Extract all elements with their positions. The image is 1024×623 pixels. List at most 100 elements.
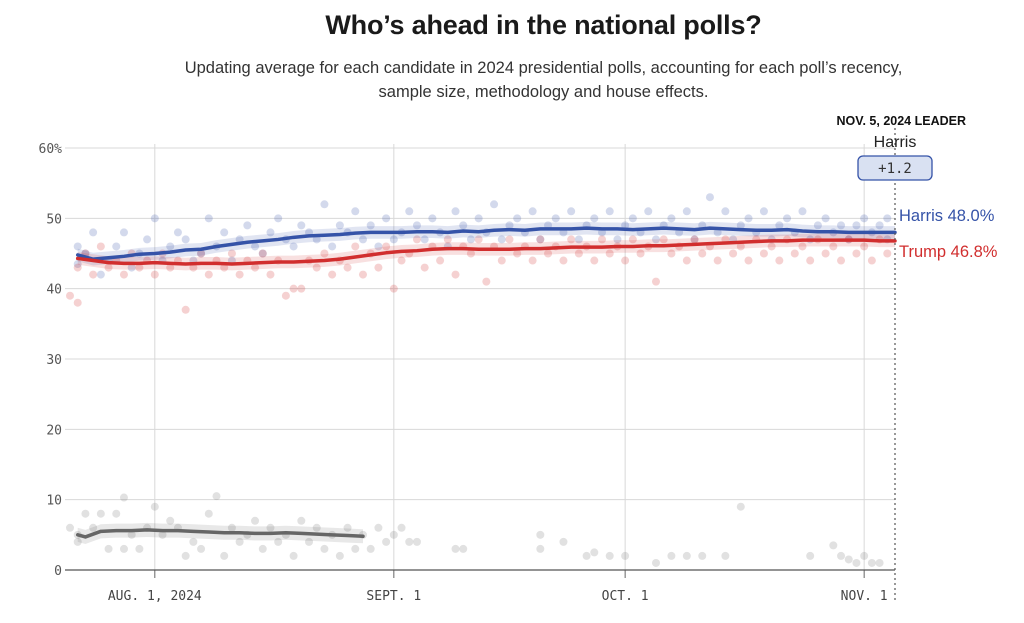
poll-dot xyxy=(883,249,892,258)
poll-dot xyxy=(266,270,275,279)
poll-dot xyxy=(582,551,591,560)
poll-dot xyxy=(806,256,815,265)
poll-dot xyxy=(297,284,306,293)
poll-dot xyxy=(698,249,707,258)
poll-dot xyxy=(274,214,283,223)
poll-dot xyxy=(96,242,105,251)
poll-dot xyxy=(490,200,499,209)
poll-dot xyxy=(883,214,892,223)
leader-box: NOV. 5, 2024 LEADER Harris +1.2 xyxy=(837,114,966,181)
poll-dot xyxy=(358,235,367,244)
poll-dot xyxy=(813,221,822,230)
poll-dot xyxy=(621,256,630,265)
poll-dot xyxy=(135,544,144,553)
poll-dot xyxy=(466,235,475,244)
poll-dot xyxy=(651,558,660,567)
poll-dot xyxy=(605,207,614,216)
poll-dot xyxy=(651,277,660,286)
x-tick-label: OCT. 1 xyxy=(602,589,649,604)
poll-dot xyxy=(204,214,213,223)
poll-dot xyxy=(405,537,414,546)
y-tick-label: 30 xyxy=(46,353,62,368)
poll-dot xyxy=(220,263,229,272)
poll-dot xyxy=(320,200,329,209)
poll-dot xyxy=(667,551,676,560)
poll-dot xyxy=(436,256,445,265)
poll-dot xyxy=(150,502,159,511)
poll-dot xyxy=(798,242,807,251)
poll-dot xyxy=(567,235,576,244)
poll-dot xyxy=(382,537,391,546)
poll-dot xyxy=(335,221,344,230)
poll-dot xyxy=(860,242,869,251)
poll-dot xyxy=(289,551,298,560)
poll-dot xyxy=(621,551,630,560)
poll-dot xyxy=(89,228,98,237)
poll-dot xyxy=(73,537,82,546)
poll-dot xyxy=(220,228,229,237)
poll-dot xyxy=(536,235,545,244)
poll-dot xyxy=(104,544,113,553)
average-line xyxy=(75,226,897,261)
poll-dot xyxy=(112,509,121,518)
poll-dot xyxy=(837,256,846,265)
poll-dot xyxy=(783,214,792,223)
poll-dot xyxy=(628,235,637,244)
poll-dot xyxy=(358,270,367,279)
leader-margin-value: +1.2 xyxy=(878,161,912,177)
poll-dot xyxy=(166,516,175,525)
poll-dot xyxy=(405,207,414,216)
poll-dot xyxy=(590,256,599,265)
poll-dot xyxy=(266,523,275,532)
poll-dot xyxy=(682,207,691,216)
poll-dot xyxy=(667,249,676,258)
poll-dot xyxy=(297,221,306,230)
poll-dot xyxy=(698,551,707,560)
poll-dot xyxy=(73,260,82,269)
poll-dot xyxy=(150,270,159,279)
y-tick-label: 40 xyxy=(46,283,62,298)
poll-dot xyxy=(251,516,260,525)
poll-dot xyxy=(829,242,838,251)
poll-dot xyxy=(443,235,452,244)
poll-dot xyxy=(775,221,784,230)
poll-dot xyxy=(258,544,267,553)
poll-dot xyxy=(505,221,514,230)
poll-dot xyxy=(574,249,583,258)
poll-dot xyxy=(166,263,175,272)
average-line xyxy=(75,528,365,539)
poll-dot xyxy=(574,235,583,244)
poll-dot xyxy=(289,284,298,293)
poll-dot xyxy=(837,551,846,560)
x-tick-label: AUG. 1, 2024 xyxy=(108,589,202,604)
poll-dot xyxy=(343,263,352,272)
poll-dot xyxy=(227,523,236,532)
poll-dot xyxy=(628,214,637,223)
poll-dot xyxy=(875,221,884,230)
poll-dot xyxy=(289,242,298,251)
subtitle-line-1: Updating average for each candidate in 2… xyxy=(184,59,903,77)
poll-dot xyxy=(312,263,321,272)
poll-dot xyxy=(251,263,260,272)
poll-dot xyxy=(119,493,128,502)
poll-dot xyxy=(197,249,206,258)
poll-dot xyxy=(644,207,653,216)
poll-dot xyxy=(513,214,522,223)
poll-dot xyxy=(767,242,776,251)
poll-dot xyxy=(382,214,391,223)
poll-dot xyxy=(736,221,745,230)
poll-dot xyxy=(96,270,105,279)
poll-dot xyxy=(621,221,630,230)
subtitle-line-2: sample size, methodology and house effec… xyxy=(378,83,709,101)
poll-dot xyxy=(305,537,314,546)
poll-dot xyxy=(374,263,383,272)
poll-dot xyxy=(66,523,74,532)
poll-dot xyxy=(736,242,745,251)
poll-dot xyxy=(798,207,807,216)
poll-dot xyxy=(559,256,568,265)
poll-dot xyxy=(135,263,144,272)
poll-dot xyxy=(281,291,290,300)
poll-dot xyxy=(96,509,105,518)
poll-dot xyxy=(682,256,691,265)
